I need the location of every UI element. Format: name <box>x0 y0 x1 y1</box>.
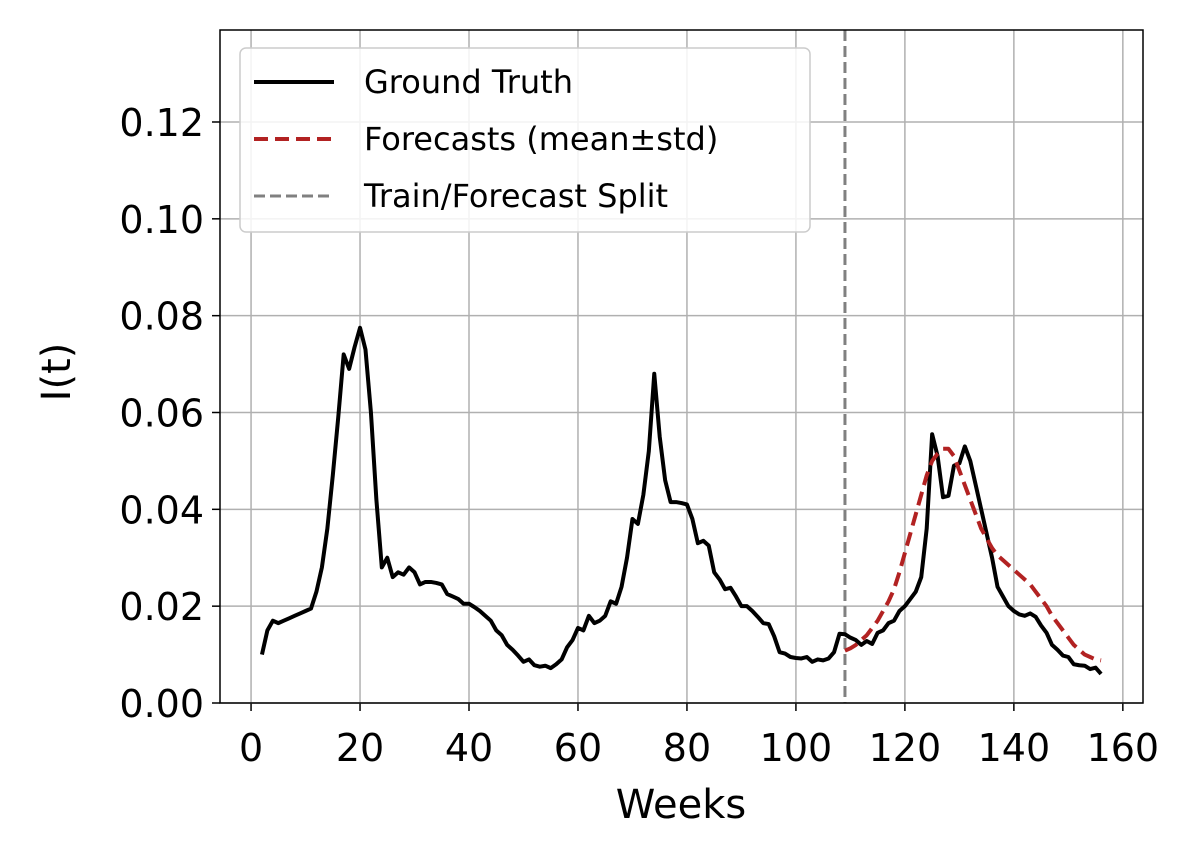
x-tick-label: 120 <box>869 726 942 770</box>
x-tick-label: 60 <box>554 726 602 770</box>
legend-label: Train/Forecast Split <box>363 177 668 215</box>
legend-label: Forecasts (mean±std) <box>364 120 718 158</box>
x-axis-label: Weeks <box>616 782 746 828</box>
x-tick-label: 140 <box>978 726 1051 770</box>
x-tick-label: 100 <box>760 726 833 770</box>
plot-frame <box>219 29 1144 704</box>
x-tick-label: 40 <box>445 726 493 770</box>
y-tick-label: 0.10 <box>119 198 204 242</box>
series-line <box>844 446 1102 663</box>
y-tick-label: 0.00 <box>119 682 204 726</box>
y-tick-label: 0.06 <box>119 391 204 435</box>
x-tick-label: 80 <box>663 726 711 770</box>
x-tick-label: 20 <box>336 726 384 770</box>
y-tick-label: 0.12 <box>119 101 204 145</box>
x-tick-label: 0 <box>239 726 263 770</box>
y-tick-label: 0.08 <box>119 295 204 339</box>
legend-label: Ground Truth <box>364 63 573 101</box>
y-tick-label: 0.04 <box>119 488 204 532</box>
series-line <box>259 325 1103 676</box>
y-tick-label: 0.02 <box>119 585 204 629</box>
y-axis-label: I(t) <box>34 343 80 402</box>
legend-box <box>239 47 811 233</box>
x-tick-label: 160 <box>1087 726 1160 770</box>
